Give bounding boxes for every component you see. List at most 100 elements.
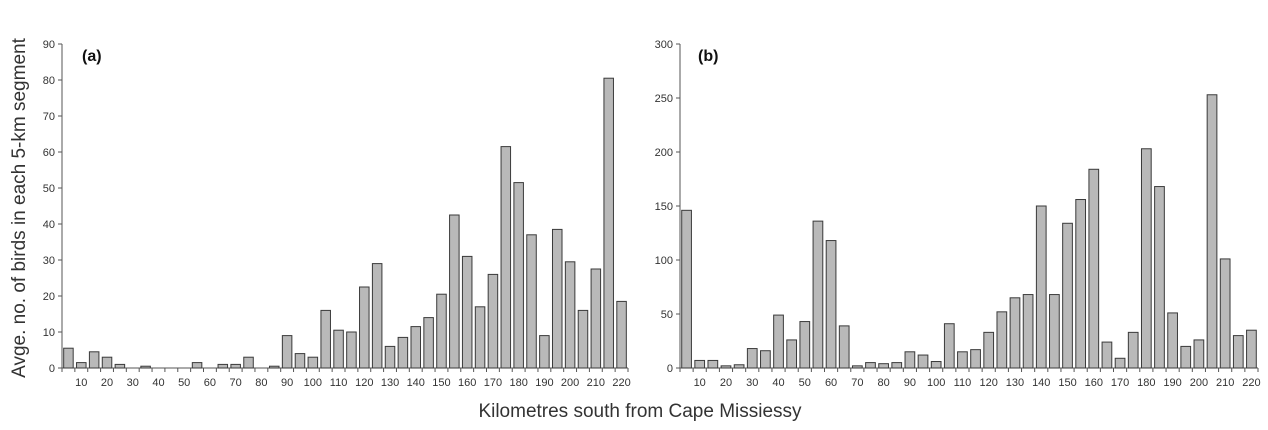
bar: [423, 317, 434, 369]
panel-label: (b): [698, 48, 718, 65]
bar: [243, 356, 254, 369]
bar: [957, 351, 968, 369]
bar: [577, 309, 589, 369]
x-tick-label: 190: [1163, 377, 1181, 389]
bar: [500, 146, 512, 369]
y-tick-label: 100: [655, 255, 673, 267]
x-tick-label: 150: [432, 377, 450, 389]
bar: [397, 336, 409, 369]
bar: [996, 311, 1008, 369]
x-tick-label: 80: [255, 377, 267, 389]
y-tick-label: 20: [43, 291, 55, 303]
x-tick-label: 100: [927, 377, 945, 389]
x-tick-label: 40: [152, 377, 164, 389]
bar: [1140, 148, 1152, 369]
x-tick-label: 160: [458, 377, 476, 389]
bar: [733, 364, 745, 369]
y-tick-label: 60: [43, 147, 55, 159]
bar: [88, 351, 100, 369]
x-tick-label: 180: [509, 377, 527, 389]
bar: [63, 347, 74, 369]
x-tick-label: 110: [954, 377, 972, 389]
x-tick-label: 200: [1190, 377, 1208, 389]
bar: [1062, 222, 1073, 369]
x-tick-label: 90: [281, 377, 293, 389]
bar: [333, 329, 344, 369]
x-tick-label: 220: [1242, 377, 1260, 389]
bar: [513, 182, 524, 369]
bar: [590, 268, 602, 369]
bar: [930, 361, 942, 369]
x-tick-label: 30: [746, 377, 758, 389]
y-tick-label: 40: [43, 219, 55, 231]
bar: [294, 353, 306, 369]
x-tick-label: 160: [1085, 377, 1103, 389]
x-tick-label: 30: [127, 377, 139, 389]
bar: [786, 339, 798, 369]
bar: [943, 323, 955, 369]
panel-a: 0 10 20 30 40 50 60 70 80 90 10 20 30 40 50 60 70 80 90 100…: [43, 39, 631, 389]
y-tick-label: 50: [43, 183, 55, 195]
bar: [307, 356, 319, 369]
bar: [1101, 341, 1113, 369]
y-tick-label: 150: [655, 201, 673, 213]
bar: [1088, 168, 1100, 369]
x-tick-label: 70: [230, 377, 242, 389]
x-tick-label: 150: [1058, 377, 1076, 389]
bar: [746, 348, 758, 369]
x-tick-label: 10: [75, 377, 87, 389]
y-tick-label: 50: [661, 309, 673, 321]
bar: [449, 214, 460, 369]
bar: [1193, 339, 1205, 369]
bar: [825, 240, 837, 369]
bar: [720, 365, 732, 369]
bar: [230, 363, 241, 369]
bar: [1154, 186, 1165, 369]
y-tick-label: 10: [43, 327, 55, 339]
y-tick-label: 200: [655, 147, 673, 159]
bar: [917, 354, 929, 369]
bar: [760, 350, 771, 369]
bar: [487, 273, 499, 369]
bar: [191, 362, 203, 369]
bar: [76, 362, 87, 369]
x-tick-label: 110: [330, 377, 348, 389]
x-tick-label: 20: [720, 377, 732, 389]
y-tick-label: 300: [655, 39, 673, 51]
y-tick-label: 90: [43, 39, 55, 51]
bar: [1167, 312, 1178, 369]
bar: [983, 331, 995, 369]
y-tick-label: 0: [667, 363, 673, 375]
bar: [1246, 329, 1257, 369]
panel-b: 0 50 100 150 200 250 300 10 20 30 40 50 60 70 80 90 100 1…: [655, 39, 1261, 389]
x-tick-label: 120: [355, 377, 373, 389]
bar: [1035, 205, 1047, 369]
bar: [891, 362, 903, 369]
bar: [359, 286, 370, 369]
bar: [140, 365, 151, 369]
y-tick-label: 70: [43, 111, 55, 123]
bar: [812, 220, 824, 369]
x-tick-label: 40: [772, 377, 784, 389]
x-tick-label: 210: [1216, 377, 1234, 389]
x-tick-label: 200: [561, 377, 579, 389]
bar: [970, 349, 981, 369]
bar: [904, 351, 916, 369]
bar: [1127, 331, 1139, 369]
x-tick-label: 190: [535, 377, 553, 389]
bar: [838, 325, 850, 369]
bar: [436, 293, 447, 369]
bar: [707, 359, 719, 369]
bar: [1206, 94, 1218, 369]
x-tick-label: 140: [1032, 377, 1050, 389]
bar: [1219, 258, 1231, 369]
bar: [371, 263, 383, 369]
x-tick-label: 80: [877, 377, 889, 389]
x-tick-label: 130: [381, 377, 399, 389]
x-tick-label: 50: [178, 377, 190, 389]
bar: [526, 234, 537, 369]
y-tick-label: 250: [655, 93, 673, 105]
x-tick-label: 70: [851, 377, 863, 389]
x-tick-label: 220: [612, 377, 630, 389]
